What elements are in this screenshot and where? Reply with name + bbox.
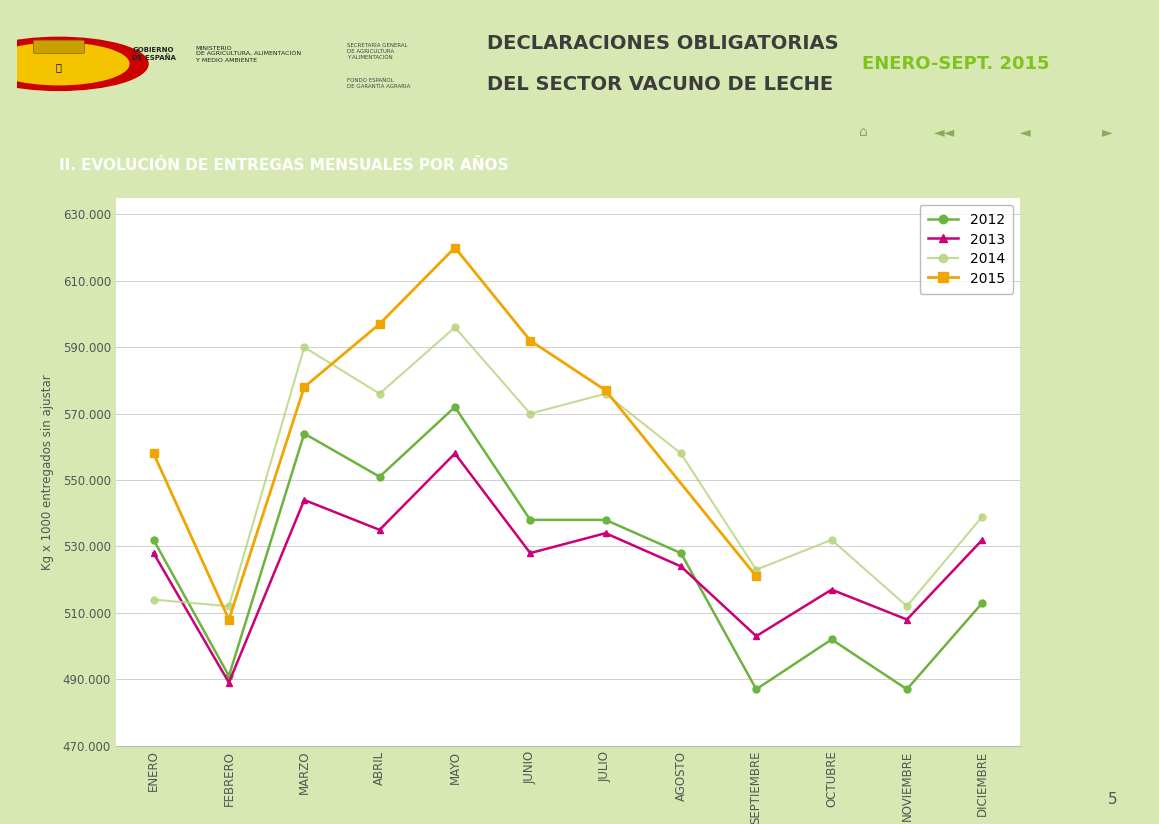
- 2013: [523, 548, 537, 558]
- 2012: [447, 402, 461, 412]
- 2014: [447, 322, 461, 332]
- 2012: [598, 515, 612, 525]
- Text: ◄: ◄: [1020, 125, 1032, 138]
- 2013: [221, 677, 236, 687]
- 2014: [373, 389, 387, 399]
- 2015: [598, 386, 612, 396]
- 2014: [825, 535, 839, 545]
- Text: II. EVOLUCIÓN DE ENTREGAS MENSUALES POR AÑOS: II. EVOLUCIÓN DE ENTREGAS MENSUALES POR …: [59, 158, 509, 173]
- 2012: [523, 515, 537, 525]
- Line: 2012: 2012: [151, 404, 985, 693]
- 2014: [523, 409, 537, 419]
- 2012: [373, 472, 387, 482]
- Text: ⌂: ⌂: [859, 125, 868, 138]
- 2013: [373, 525, 387, 535]
- 2013: [673, 561, 687, 571]
- Text: 5: 5: [1108, 792, 1117, 807]
- 2012: [673, 548, 687, 558]
- 2014: [598, 389, 612, 399]
- 2012: [221, 671, 236, 681]
- 2013: [146, 548, 160, 558]
- 2015: [221, 615, 236, 625]
- 2013: [598, 528, 612, 538]
- Text: GOBIERNO
DE ESPAÑA: GOBIERNO DE ESPAÑA: [132, 47, 176, 62]
- 2015: [373, 319, 387, 329]
- Text: SECRETARÍA GENERAL
DE AGRICULTURA
Y ALIMENTACIÓN: SECRETARÍA GENERAL DE AGRICULTURA Y ALIM…: [347, 43, 408, 59]
- FancyBboxPatch shape: [34, 40, 85, 54]
- Text: ►: ►: [1101, 125, 1113, 138]
- Line: 2013: 2013: [151, 450, 985, 686]
- 2015: [523, 335, 537, 345]
- 2013: [825, 585, 839, 595]
- 2015: [297, 382, 311, 392]
- 2013: [749, 631, 763, 641]
- Text: DEL SECTOR VACUNO DE LECHE: DEL SECTOR VACUNO DE LECHE: [487, 75, 833, 94]
- 2013: [447, 448, 461, 458]
- Y-axis label: Kg x 1000 entregados sin ajustar: Kg x 1000 entregados sin ajustar: [42, 374, 54, 569]
- 2013: [899, 615, 913, 625]
- 2014: [297, 342, 311, 352]
- 2014: [673, 448, 687, 458]
- 2014: [221, 602, 236, 611]
- 2012: [976, 598, 990, 608]
- 2015: [447, 242, 461, 252]
- 2013: [297, 495, 311, 505]
- 2014: [899, 602, 913, 611]
- 2014: [146, 595, 160, 605]
- Line: 2015: 2015: [150, 243, 760, 624]
- 2012: [899, 684, 913, 694]
- 2012: [749, 684, 763, 694]
- 2014: [749, 564, 763, 574]
- Text: MINISTERIO
DE AGRICULTURA, ALIMENTACIÓN
Y MEDIO AMBIENTE: MINISTERIO DE AGRICULTURA, ALIMENTACIÓN …: [196, 46, 301, 63]
- Text: 🦁: 🦁: [56, 62, 61, 72]
- 2014: [976, 512, 990, 522]
- Line: 2014: 2014: [151, 324, 985, 610]
- 2012: [297, 428, 311, 438]
- 2012: [825, 634, 839, 644]
- 2012: [146, 535, 160, 545]
- 2015: [749, 571, 763, 581]
- Legend: 2012, 2013, 2014, 2015: 2012, 2013, 2014, 2015: [919, 204, 1013, 294]
- Circle shape: [0, 37, 148, 91]
- 2013: [976, 535, 990, 545]
- Text: ENERO-SEPT. 2015: ENERO-SEPT. 2015: [862, 55, 1050, 73]
- 2015: [146, 448, 160, 458]
- Text: DECLARACIONES OBLIGATORIAS: DECLARACIONES OBLIGATORIAS: [487, 34, 838, 53]
- Text: FONDO ESPAÑOL
DE GARANTÍA AGRARIA: FONDO ESPAÑOL DE GARANTÍA AGRARIA: [347, 78, 410, 89]
- Text: ◄◄: ◄◄: [934, 125, 955, 138]
- Circle shape: [0, 43, 129, 85]
